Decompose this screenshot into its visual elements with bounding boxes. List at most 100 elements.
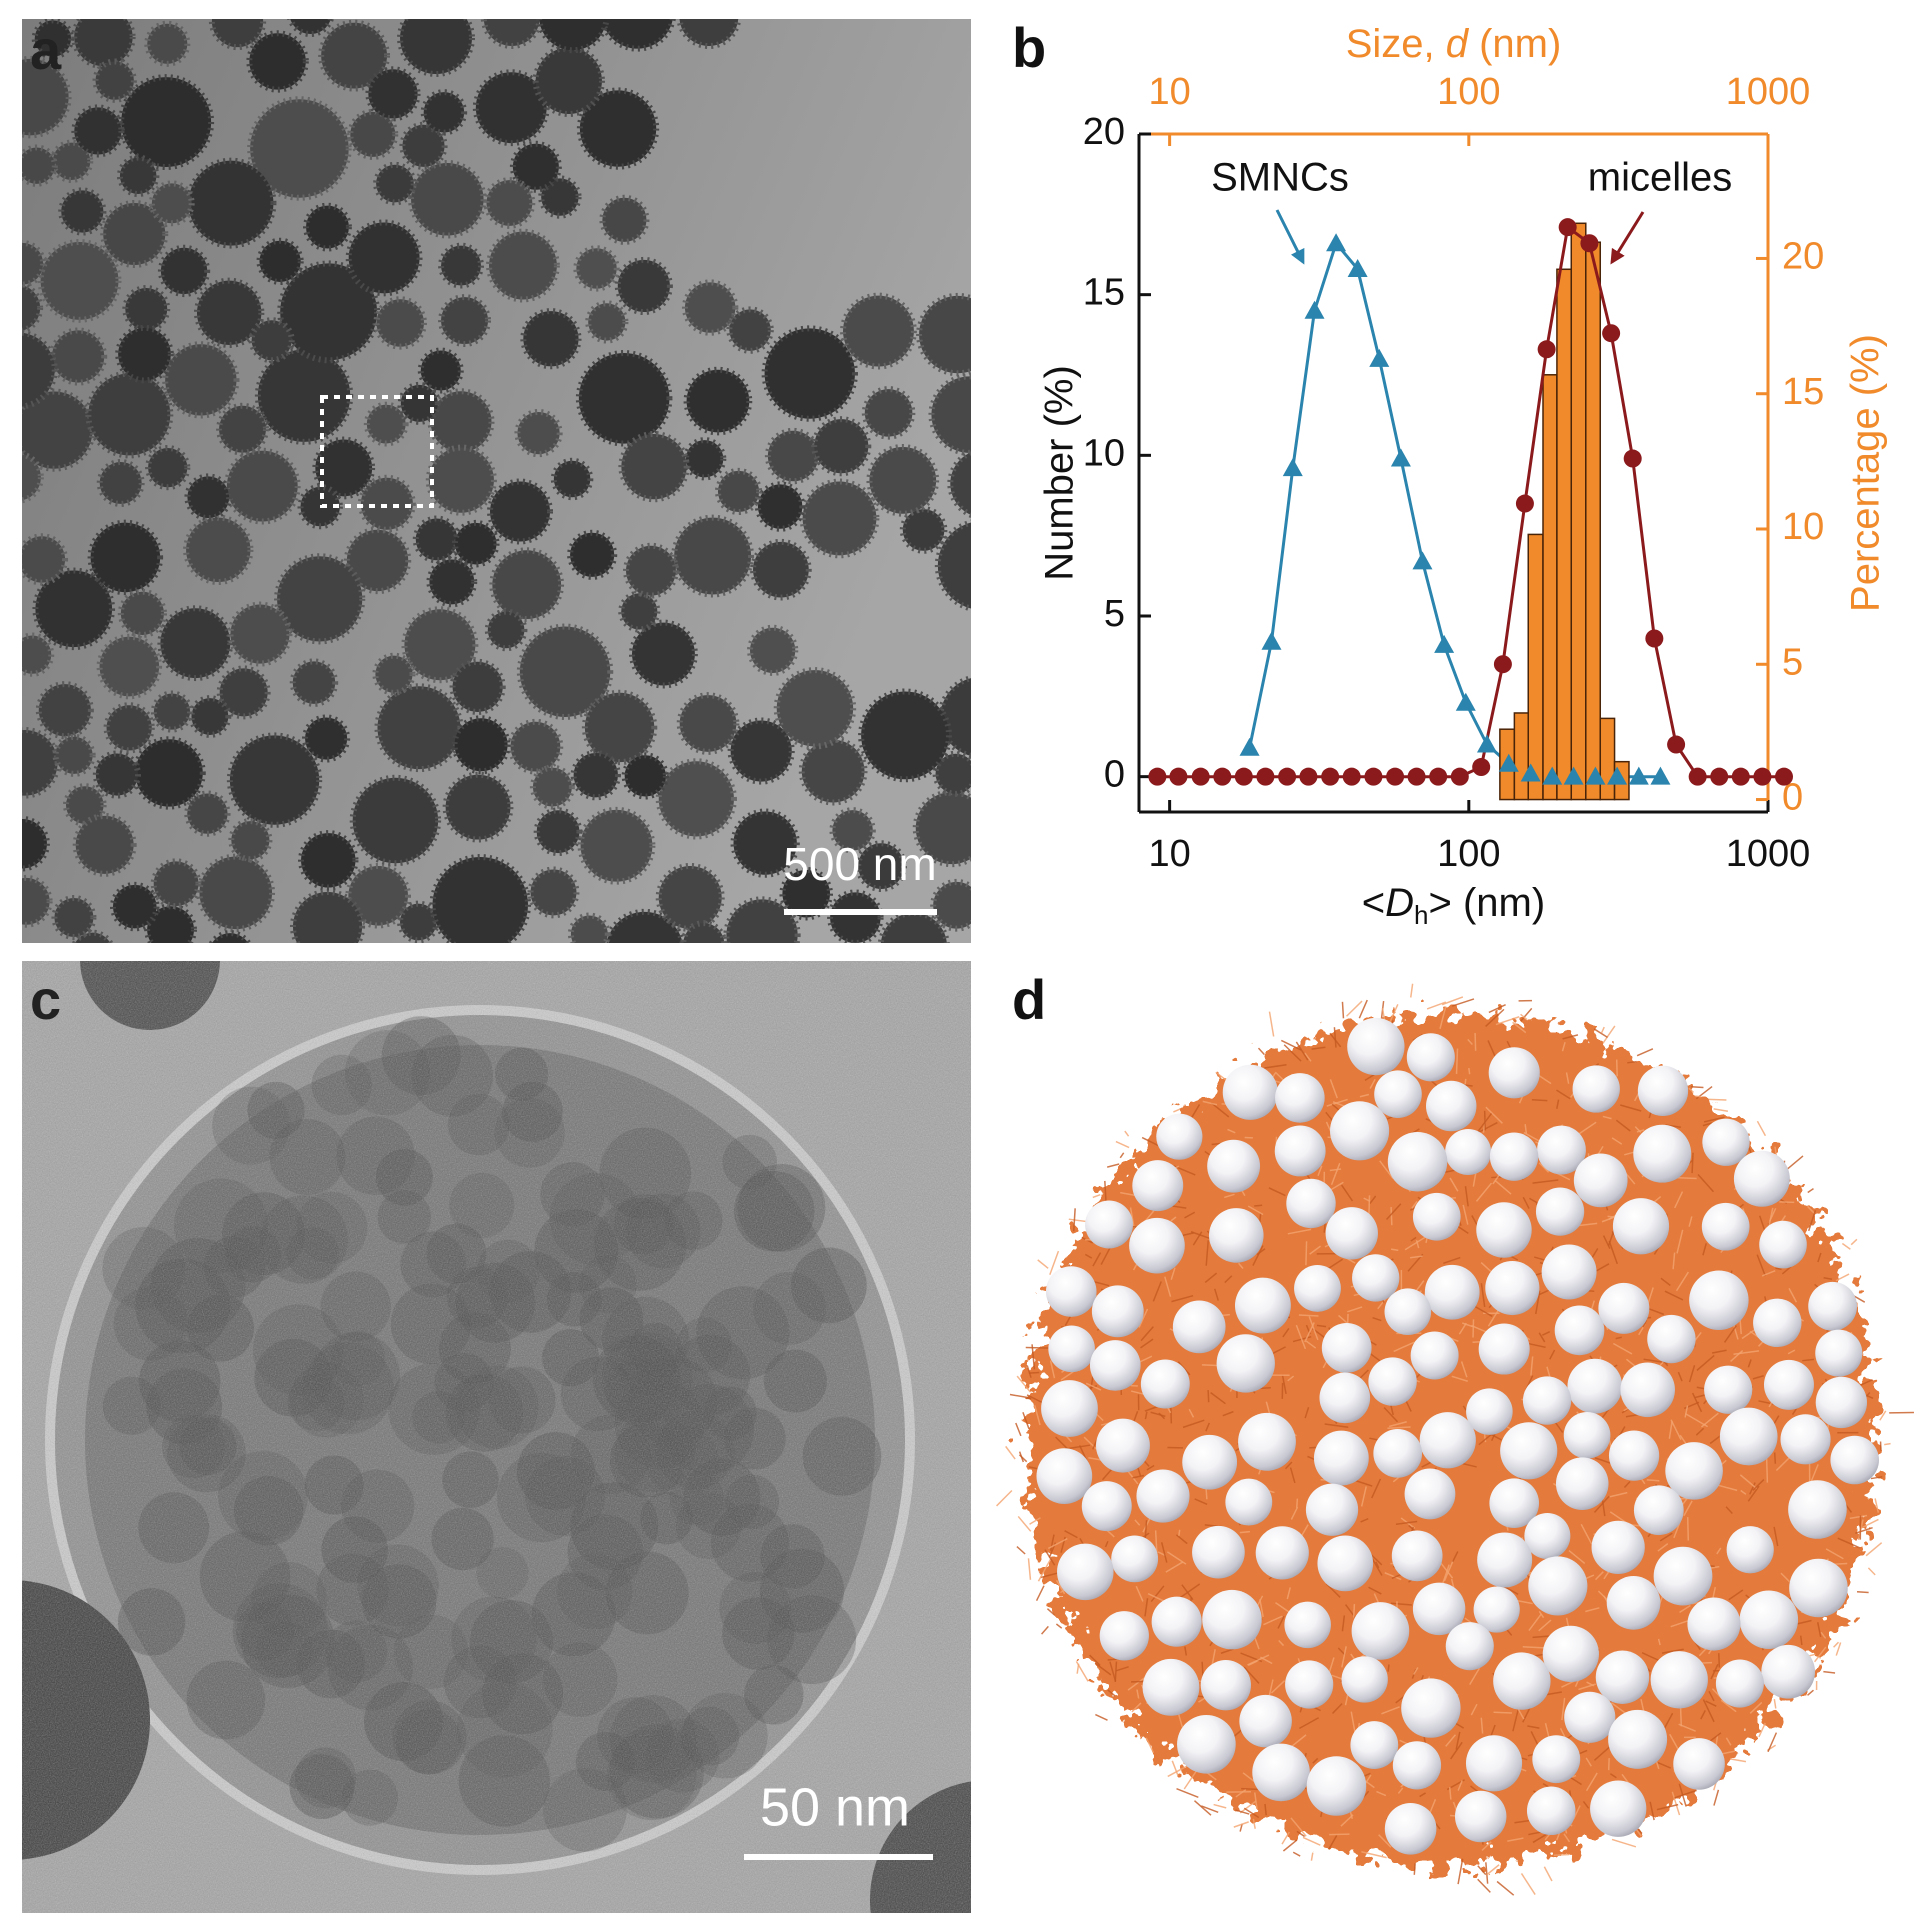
polymer-strand [1101, 1467, 1113, 1481]
polymer-strand [1529, 1197, 1539, 1204]
histogram-bar [1527, 533, 1544, 801]
nanocrystal-sphere [1673, 1738, 1725, 1790]
polymer-strand [1375, 1561, 1380, 1569]
polymer-strand [1193, 1800, 1212, 1816]
nanocrystal-sphere [1715, 1659, 1764, 1708]
polymer-strand [1856, 1590, 1869, 1594]
polymer-strand [1802, 1358, 1815, 1362]
particle [866, 444, 940, 517]
polymer-strand [1281, 1831, 1290, 1845]
polymer-strand [1607, 1699, 1629, 1716]
polymer-strand [1752, 1375, 1764, 1380]
nanocrystal-sphere [1285, 1660, 1334, 1709]
polymer-strand [1532, 1832, 1549, 1844]
polymer-strand [1210, 1102, 1230, 1118]
particle [22, 726, 61, 799]
polymer-strand [1387, 1426, 1411, 1429]
polymer-strand [1312, 1757, 1319, 1764]
particle [840, 292, 917, 370]
particle [150, 690, 194, 733]
nanocrystal-sphere [1466, 1388, 1513, 1435]
particle [577, 806, 656, 885]
nanocrystal-sphere [1637, 1065, 1689, 1116]
polymer-strand [1049, 1360, 1056, 1379]
polymer-strand [1131, 1702, 1142, 1713]
polymer-strand [1535, 1290, 1541, 1315]
polymer-strand [1379, 1160, 1394, 1179]
nanocrystal-sphere [1528, 1556, 1588, 1616]
polymer-strand [1549, 1349, 1556, 1360]
polymer-strand [1263, 1615, 1283, 1626]
nanocrystal-sphere [1275, 1073, 1325, 1123]
polymer-strand [1657, 1761, 1672, 1769]
polymer-strand [1455, 1048, 1459, 1074]
polymer-strand [1304, 1406, 1310, 1419]
marker [1688, 767, 1707, 786]
particle [92, 58, 137, 103]
polymer-strand [1337, 1647, 1346, 1656]
polymer-strand [1009, 1393, 1031, 1399]
marker [1520, 763, 1541, 782]
particle [115, 324, 174, 384]
polymer-strand [1488, 1003, 1506, 1014]
polymer-strand [1175, 1534, 1188, 1545]
nanocrystal-sphere [1225, 1478, 1273, 1526]
polymer-strand [1224, 1275, 1233, 1284]
polymer-strand [1092, 1193, 1101, 1199]
polymer-strand [1461, 1322, 1473, 1328]
polymer-strand [1485, 1106, 1503, 1124]
polymer-strand [1140, 1326, 1154, 1342]
y-tick-label: 5 [1104, 593, 1125, 635]
polymer-strand [1855, 1526, 1873, 1534]
polymer-strand [1494, 1179, 1512, 1195]
polymer-strand [1531, 1099, 1548, 1102]
nanocrystal-sphere [1252, 1743, 1310, 1802]
polymer-strand [1037, 1259, 1049, 1269]
polymer-strand [1585, 1757, 1592, 1767]
particle [117, 588, 167, 638]
polymer-strand [1708, 1690, 1715, 1702]
particle [484, 608, 528, 652]
polymer-strand [1284, 1461, 1293, 1470]
polymer-strand [1338, 1314, 1349, 1325]
marker [1498, 753, 1519, 772]
polymer-strand [1332, 1101, 1346, 1108]
polymer-strand [1593, 1028, 1608, 1039]
polymer-strand [1222, 1410, 1234, 1417]
polymer-strand [1176, 1787, 1199, 1798]
particle [357, 474, 416, 533]
polymer-strand [1371, 1478, 1382, 1499]
polymer-strand [1031, 1344, 1036, 1370]
polymer-strand [1025, 1397, 1032, 1400]
nanocrystal-sphere [1036, 1448, 1093, 1505]
polymer-strand [1486, 1864, 1500, 1876]
polymer-strand [1594, 1571, 1604, 1581]
marker [1515, 494, 1534, 513]
particle [730, 808, 800, 878]
nanocrystal-sphere [1286, 1178, 1336, 1229]
polymer-strand [1410, 1236, 1417, 1242]
polymer-strand [1718, 1653, 1721, 1668]
nanocrystal-sphere [1351, 1602, 1410, 1660]
particle [420, 89, 468, 136]
nanocrystal-sphere [1132, 1160, 1184, 1212]
polymer-strand [1496, 1880, 1515, 1896]
polymer-strand [1328, 1835, 1338, 1850]
x-tick-label: 1000 [1726, 833, 1811, 875]
polymer-strand [1657, 1543, 1669, 1552]
nanocrystal-sphere [1478, 1323, 1530, 1375]
polymer-strand [1450, 1741, 1463, 1760]
polymer-strand [1609, 1773, 1617, 1779]
polymer-strand [1612, 1342, 1633, 1355]
polymer-strand [1150, 1585, 1165, 1603]
polymer-strand [1092, 1439, 1098, 1450]
y-tick-label: 10 [1083, 432, 1125, 474]
particle [754, 481, 806, 532]
polymer-strand [1309, 1245, 1322, 1255]
polymer-strand [1145, 1737, 1155, 1753]
histogram-bar [1513, 712, 1529, 801]
polymer-strand [1026, 1394, 1044, 1404]
particle [930, 878, 971, 932]
nanocrystal-sphere [1488, 1047, 1540, 1099]
polymer-strand [1696, 1354, 1715, 1371]
